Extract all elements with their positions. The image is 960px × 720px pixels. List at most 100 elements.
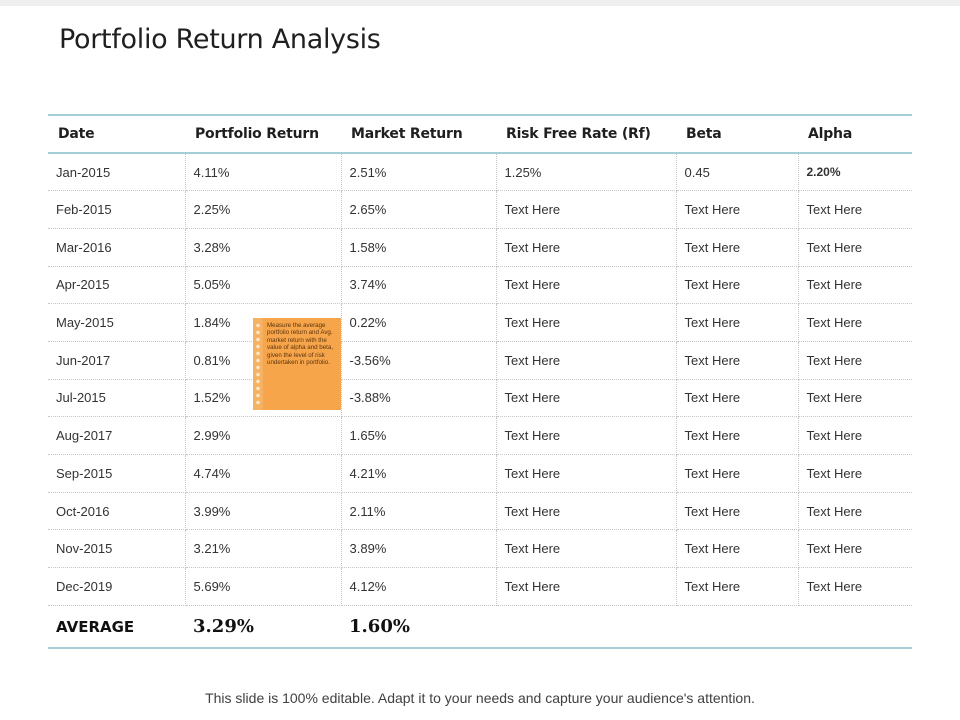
table-row: Dec-2019 5.69% 4.12% Text Here Text Here Text…	[48, 567, 912, 606]
cell-date: Apr-2015	[48, 266, 186, 305]
cell-date: Dec-2019	[48, 567, 186, 606]
cell-beta: Text Here	[676, 190, 799, 229]
table-row: Aug-2017 2.99% 1.65% Text Here Text Here Text…	[48, 416, 912, 455]
cell-risk-free-rate: Text Here	[496, 492, 677, 531]
average-label: AVERAGE	[48, 605, 185, 650]
cell-risk-free-rate: Text Here	[496, 303, 677, 342]
table-row: Feb-2015 2.25% 2.65% Text Here Text Here Text…	[48, 190, 912, 229]
table-row: Nov-2015 3.21% 3.89% Text Here Text Here Text…	[48, 529, 912, 569]
cell-market-return: 2.51%	[341, 153, 497, 192]
cell-portfolio-return: 3.21%	[185, 529, 342, 569]
sticky-note-text: Measure the average portfolio return and…	[267, 322, 334, 367]
header-alpha: Alpha	[798, 114, 912, 154]
cell-portfolio-return: 2.99%	[185, 416, 342, 455]
cell-risk-free-rate: Text Here	[496, 379, 677, 418]
cell-beta: Text Here	[676, 266, 799, 305]
cell-date: Feb-2015	[48, 190, 186, 229]
cell-alpha: Text Here	[798, 416, 912, 455]
cell-risk-free-rate: Text Here	[496, 190, 677, 229]
header-market-return: Market Return	[341, 114, 496, 154]
table-row: Jan-2015 4.11% 2.51% 1.25% 0.45 2.20%	[48, 153, 912, 192]
sticky-note: Measure the average portfolio return and…	[253, 318, 341, 410]
cell-beta: Text Here	[676, 529, 799, 569]
cell-date: Oct-2016	[48, 492, 186, 531]
header-portfolio-return: Portfolio Return	[185, 114, 341, 154]
cell-beta: Text Here	[676, 341, 799, 380]
table-row: Mar-2016 3.28% 1.58% Text Here Text Here Text…	[48, 228, 912, 267]
cell-risk-free-rate: Text Here	[496, 266, 677, 305]
cell-market-return: -3.88%	[341, 379, 497, 418]
cell-beta: Text Here	[676, 454, 799, 493]
cell-alpha: Text Here	[798, 341, 912, 380]
cell-portfolio-return: 5.05%	[185, 266, 342, 305]
footer-text: This slide is 100% editable. Adapt it to…	[205, 690, 755, 706]
cell-beta: Text Here	[676, 567, 799, 606]
cell-beta: Text Here	[676, 379, 799, 418]
cell-beta: Text Here	[676, 303, 799, 342]
table-header-row: Date Portfolio Return Market Return Risk…	[48, 114, 912, 154]
cell-date: Jul-2015	[48, 379, 186, 418]
cell-portfolio-return: 5.69%	[185, 567, 342, 606]
cell-risk-free-rate: Text Here	[496, 416, 677, 455]
cell-alpha: Text Here	[798, 529, 912, 569]
cell-market-return: 3.74%	[341, 266, 497, 305]
cell-date: Nov-2015	[48, 529, 186, 569]
average-empty-cell	[676, 605, 798, 650]
table-row: Jul-2015 1.52% -3.88% Text Here Text Here Tex…	[48, 379, 912, 418]
cell-date: Jan-2015	[48, 153, 186, 192]
cell-market-return: 0.22%	[341, 303, 497, 342]
cell-date: Sep-2015	[48, 454, 186, 493]
cell-beta: 0.45	[676, 153, 799, 192]
cell-alpha: Text Here	[798, 228, 912, 267]
cell-market-return: 1.65%	[341, 416, 497, 455]
table-row: Jun-2017 0.81% -3.56% Text Here Text Here Tex…	[48, 341, 912, 380]
table-row: Apr-2015 5.05% 3.74% Text Here Text Here Text…	[48, 266, 912, 305]
cell-portfolio-return: 2.25%	[185, 190, 342, 229]
table-row: May-2015 1.84% 0.22% Text Here Text Here Text…	[48, 303, 912, 342]
header-beta: Beta	[676, 114, 798, 154]
cell-market-return: 4.12%	[341, 567, 497, 606]
cell-portfolio-return: 4.11%	[185, 153, 342, 192]
header-date: Date	[48, 114, 185, 154]
cell-alpha: Text Here	[798, 454, 912, 493]
note-binding-dots	[255, 322, 261, 406]
cell-risk-free-rate: Text Here	[496, 529, 677, 569]
table-row: Oct-2016 3.99% 2.11% Text Here Text Here Text…	[48, 492, 912, 531]
cell-risk-free-rate: Text Here	[496, 341, 677, 380]
cell-risk-free-rate: Text Here	[496, 567, 677, 606]
cell-risk-free-rate: 1.25%	[496, 153, 677, 192]
cell-beta: Text Here	[676, 228, 799, 267]
cell-portfolio-return: 3.99%	[185, 492, 342, 531]
average-empty-cell	[798, 605, 912, 650]
cell-market-return: 1.58%	[341, 228, 497, 267]
cell-alpha: Text Here	[798, 492, 912, 531]
cell-market-return: 2.65%	[341, 190, 497, 229]
cell-market-return: 2.11%	[341, 492, 497, 531]
cell-alpha: 2.20%	[798, 153, 912, 192]
cell-alpha: Text Here	[798, 303, 912, 342]
cell-market-return: -3.56%	[341, 341, 497, 380]
cell-date: Mar-2016	[48, 228, 186, 267]
cell-date: May-2015	[48, 303, 186, 342]
page-title: Portfolio Return Analysis	[59, 24, 381, 55]
cell-alpha: Text Here	[798, 379, 912, 418]
average-portfolio-return: 3.29%	[185, 605, 341, 650]
cell-beta: Text Here	[676, 492, 799, 531]
header-risk-free-rate: Risk Free Rate (Rf)	[496, 114, 676, 154]
average-empty-cell	[496, 605, 676, 650]
cell-alpha: Text Here	[798, 190, 912, 229]
average-market-return: 1.60%	[341, 605, 496, 650]
portfolio-table: Date Portfolio Return Market Return Risk…	[48, 114, 912, 650]
cell-portfolio-return: 3.28%	[185, 228, 342, 267]
cell-beta: Text Here	[676, 416, 799, 455]
average-row: AVERAGE 3.29% 1.60%	[48, 605, 912, 650]
top-bar	[0, 0, 960, 6]
cell-portfolio-return: 4.74%	[185, 454, 342, 493]
cell-alpha: Text Here	[798, 567, 912, 606]
cell-risk-free-rate: Text Here	[496, 454, 677, 493]
cell-date: Aug-2017	[48, 416, 186, 455]
cell-market-return: 4.21%	[341, 454, 497, 493]
cell-date: Jun-2017	[48, 341, 186, 380]
cell-risk-free-rate: Text Here	[496, 228, 677, 267]
cell-alpha: Text Here	[798, 266, 912, 305]
